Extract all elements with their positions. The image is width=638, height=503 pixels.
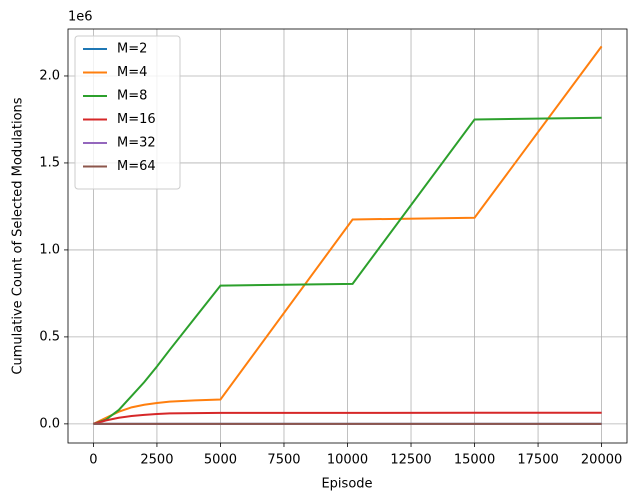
series-line xyxy=(93,411,602,425)
y-offset-label: 1e6 xyxy=(68,10,93,25)
y-tick-label: 0.0 xyxy=(39,416,60,431)
y-tick-label: 1.5 xyxy=(39,155,60,170)
y-tick-label: 1.0 xyxy=(39,242,60,257)
x-tick-label: 10000 xyxy=(327,453,368,468)
x-axis-label: Episode xyxy=(321,477,372,492)
legend-label: M=32 xyxy=(117,136,156,151)
x-tick-label: 0 xyxy=(89,453,97,468)
x-tick-label: 20000 xyxy=(581,453,622,468)
x-tick-label: 15000 xyxy=(454,453,495,468)
plot-frame xyxy=(67,28,628,444)
series-line xyxy=(93,116,602,425)
legend-label: M=8 xyxy=(117,89,147,104)
x-tick-label: 7500 xyxy=(267,453,300,468)
x-tick-label: 5000 xyxy=(204,453,237,468)
x-tick-label: 17500 xyxy=(517,453,558,468)
legend-label: M=2 xyxy=(117,42,147,57)
legend-label: M=4 xyxy=(117,65,147,80)
legend-label: M=64 xyxy=(117,159,156,174)
x-tick-label: 2500 xyxy=(140,453,173,468)
legend-box xyxy=(74,35,181,190)
y-tick-label: 2.0 xyxy=(39,68,60,83)
y-tick-label: 0.5 xyxy=(39,329,60,344)
y-axis-label: Cumulative Count of Selected Modulations xyxy=(11,97,26,374)
legend-label: M=16 xyxy=(117,112,156,127)
x-tick-label: 12500 xyxy=(390,453,431,468)
